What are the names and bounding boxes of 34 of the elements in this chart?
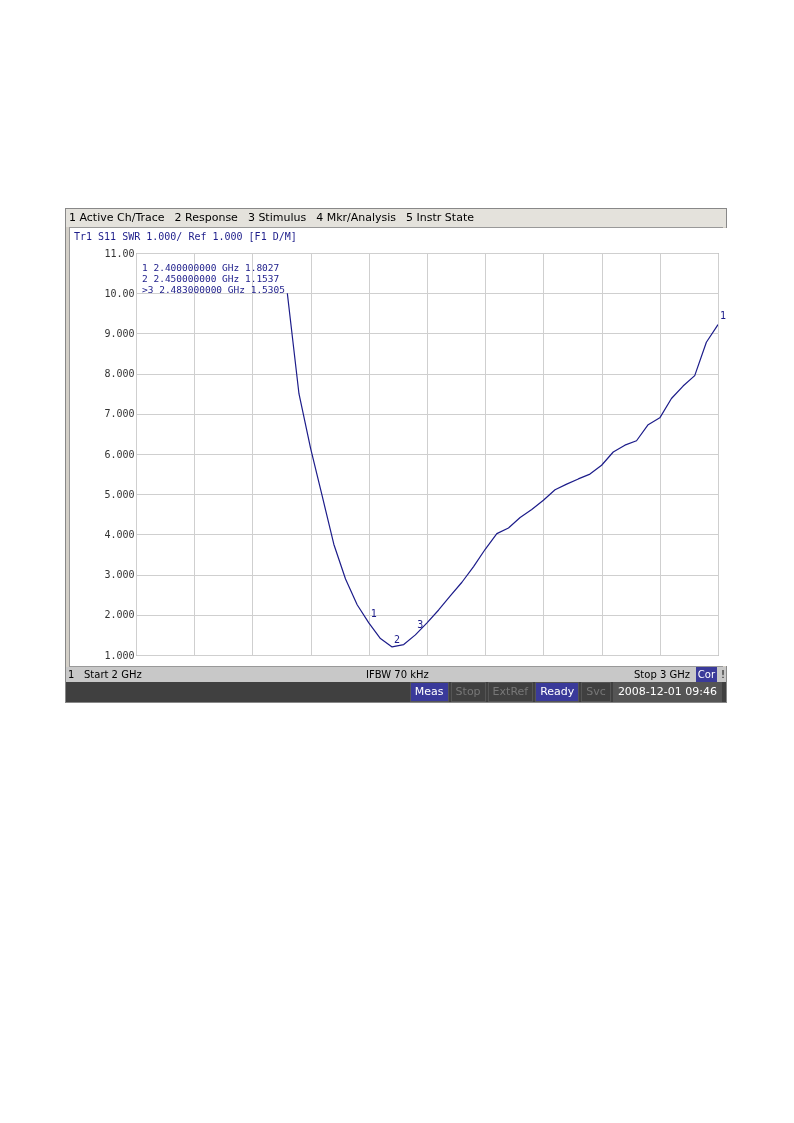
annotation: >3 2.483000000 GHz 1.5305 [142, 284, 285, 295]
y-tick-label: 1.000 [104, 649, 135, 661]
text: 1 [68, 668, 75, 682]
text: Stop 3 GHz [634, 668, 690, 682]
annotation: 1 2.400000000 GHz 1.8027 [142, 262, 280, 273]
y-tick-label: 10.00 [104, 287, 135, 299]
text: 2008-12-01 09:46 [612, 682, 722, 702]
y-tick-label: 2.000 [104, 609, 135, 621]
y-tick-label: 9.000 [104, 327, 135, 339]
y-tick-label: 6.000 [104, 448, 135, 460]
text: 3 Stimulus [247, 211, 307, 224]
text: 2 Response [174, 211, 238, 224]
text: IFBW 70 kHz [366, 668, 429, 682]
text: Ready [535, 682, 580, 702]
text: 5 Instr State [406, 211, 474, 224]
annotation: 2 2.450000000 GHz 1.1537 [142, 273, 280, 284]
text: 1 Active Ch/Trace [69, 211, 165, 224]
line-series [286, 292, 718, 648]
text: Cor [695, 667, 717, 682]
y-tick-label: 7.000 [104, 408, 135, 420]
y-tick-label: 4.000 [104, 528, 135, 540]
annotation: 3 [417, 618, 424, 630]
y-tick-label: 8.000 [104, 368, 135, 380]
text: 4 Mkr/Analysis [316, 211, 397, 224]
text: Meas [409, 682, 449, 702]
y-tick-label: 5.000 [104, 488, 135, 500]
chart-title: Tr1 S11 SWR 1.000/ Ref 1.000 [F1 D/M] [74, 231, 297, 242]
y-tick-label: 3.000 [104, 569, 135, 581]
annotation: 1 [719, 309, 727, 321]
y-tick-label: 11.00 [104, 247, 135, 259]
text: Start 2 GHz [84, 668, 142, 682]
annotation: 1 [370, 607, 377, 619]
text: ! [720, 668, 725, 682]
annotation: 2 [394, 633, 401, 645]
